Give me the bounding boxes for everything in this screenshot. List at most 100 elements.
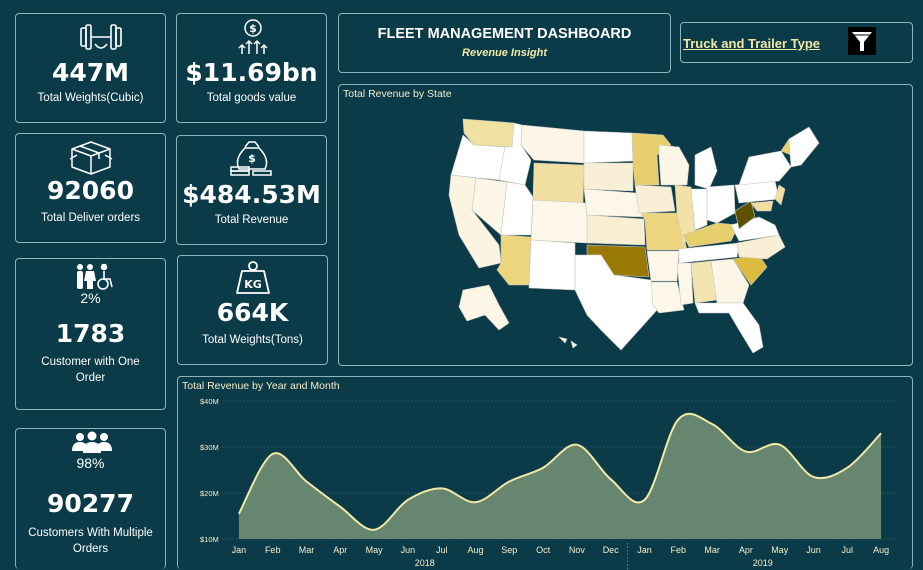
kg-icon-text: KG <box>244 278 262 291</box>
revenue-area-fill <box>238 413 882 539</box>
state-nebraska <box>583 188 644 218</box>
revenue-area-chart[interactable]: $10M $20M $30M $40M Jan Feb Mar Apr May Jun Jul Aug… <box>178 377 914 570</box>
y-tick-label: $10M <box>200 535 219 544</box>
x-tick-label: Sep <box>501 545 517 555</box>
state-montana <box>520 124 585 164</box>
kg-weight-icon: KG <box>236 261 270 294</box>
state-new-york <box>738 150 792 186</box>
state-michigan <box>694 146 718 190</box>
state-maryland <box>750 200 774 212</box>
state-new-jersey <box>774 184 786 206</box>
state-ohio <box>706 184 736 224</box>
x-tick-label: Jan <box>637 545 652 555</box>
people-icon <box>77 263 113 290</box>
revenue-trend-panel: Total Revenue by Year and Month $10M $20M… <box>177 376 913 569</box>
page-title: FLEET MANAGEMENT DASHBOARD <box>377 26 632 42</box>
state-mississippi <box>676 262 694 306</box>
state-new-england <box>788 126 820 168</box>
state-georgia <box>710 258 750 304</box>
group-icon <box>72 431 112 453</box>
y-tick-label: $20M <box>200 489 219 498</box>
chart-title: Total Revenue by Year and Month <box>182 380 340 392</box>
weights-tons-value: 664K <box>216 298 289 327</box>
money-bag-icon: $ <box>230 141 272 176</box>
x-tick-label: Feb <box>265 545 281 555</box>
weights-cubic-label: Total Weights(Cubic) <box>37 92 144 104</box>
total-revenue-label: Total Revenue <box>214 214 289 226</box>
year-label: 2018 <box>415 558 435 568</box>
kpi-card-weights-cubic: 447M Total Weights(Cubic) <box>15 13 166 123</box>
x-tick-label: Jan <box>232 545 247 555</box>
one-order-label-line2: Order <box>75 372 106 384</box>
x-tick-label: Feb <box>671 545 687 555</box>
state-colorado <box>530 199 588 244</box>
revenue-line <box>238 412 882 531</box>
y-tick-label: $30M <box>200 443 219 452</box>
weights-cubic-value: 447M <box>51 58 130 87</box>
state-indiana <box>690 188 708 231</box>
svg-text:$: $ <box>248 152 256 165</box>
dumbbell-icon <box>80 24 122 50</box>
state-north-dakota <box>583 130 634 164</box>
multiple-orders-label-line2: Orders <box>72 543 109 555</box>
multiple-orders-value: 90277 <box>47 489 134 518</box>
state-alaska <box>458 284 510 331</box>
svg-text:$: $ <box>249 22 257 35</box>
dashboard-header: FLEET MANAGEMENT DASHBOARD Revenue Insig… <box>338 13 671 73</box>
year-label: 2019 <box>753 558 773 568</box>
x-tick-label: Jul <box>436 545 448 555</box>
kpi-card-total-revenue: $ $484.53M Total Revenue <box>176 135 327 245</box>
x-tick-label: Jun <box>806 545 821 555</box>
state-wyoming <box>532 162 585 204</box>
state-kansas <box>586 214 646 246</box>
page-subtitle: Revenue Insight <box>462 47 547 59</box>
state-louisiana <box>650 281 685 314</box>
one-order-label-line1: Customer with One <box>41 356 140 368</box>
x-tick-label: Apr <box>333 545 347 555</box>
kpi-card-one-order: 2% 1783 Customer with One Order <box>15 258 166 410</box>
map-panel: Total Revenue by State <box>338 84 913 366</box>
state-new-mexico <box>528 239 576 291</box>
x-tick-label: Dec <box>603 545 620 555</box>
x-tick-label: Aug <box>467 545 483 555</box>
total-revenue-value: $484.53M <box>182 180 321 209</box>
x-tick-label: Apr <box>739 545 753 555</box>
state-south-dakota <box>583 162 634 192</box>
kpi-card-deliver-orders: 92060 Total Deliver orders <box>15 133 166 243</box>
state-west-virginia <box>734 200 756 230</box>
filter-slicer[interactable]: Truck and Trailer Type <box>680 22 913 63</box>
us-revenue-map[interactable] <box>339 85 914 367</box>
x-tick-label: May <box>771 545 789 555</box>
y-tick-label: $40M <box>200 397 219 406</box>
filter-label[interactable]: Truck and Trailer Type <box>683 36 821 51</box>
multiple-orders-label-line1: Customers With Multiple <box>28 527 153 539</box>
x-tick-label: Mar <box>704 545 720 555</box>
one-order-percent: 2% <box>80 290 101 306</box>
boxes-icon <box>69 141 113 175</box>
goods-value-value: $11.69bn <box>185 58 318 87</box>
x-tick-label: Mar <box>299 545 315 555</box>
x-tick-label: Jun <box>401 545 416 555</box>
x-tick-label: Jul <box>842 545 854 555</box>
weights-tons-label: Total Weights(Tons) <box>202 334 303 346</box>
x-tick-label: Oct <box>536 545 551 555</box>
one-order-value: 1783 <box>55 319 126 348</box>
state-hawaii <box>558 336 578 349</box>
dollar-growth-icon: $ <box>238 19 268 54</box>
x-tick-label: Nov <box>569 545 586 555</box>
x-tick-label: Aug <box>873 545 889 555</box>
deliver-orders-value: 92060 <box>47 176 134 205</box>
filter-funnel-icon[interactable] <box>848 27 876 55</box>
state-wisconsin <box>658 144 690 186</box>
deliver-orders-label: Total Deliver orders <box>40 212 141 224</box>
state-utah <box>500 181 534 236</box>
goods-value-label: Total goods value <box>206 92 297 104</box>
map-title: Total Revenue by State <box>343 88 452 100</box>
state-arkansas <box>646 250 680 282</box>
x-tick-label: May <box>366 545 384 555</box>
kpi-card-weights-tons: KG 664K Total Weights(Tons) <box>177 255 328 365</box>
state-florida <box>694 302 764 354</box>
state-iowa <box>634 184 676 214</box>
state-texas <box>574 254 658 351</box>
multiple-orders-percent: 98% <box>76 455 105 471</box>
